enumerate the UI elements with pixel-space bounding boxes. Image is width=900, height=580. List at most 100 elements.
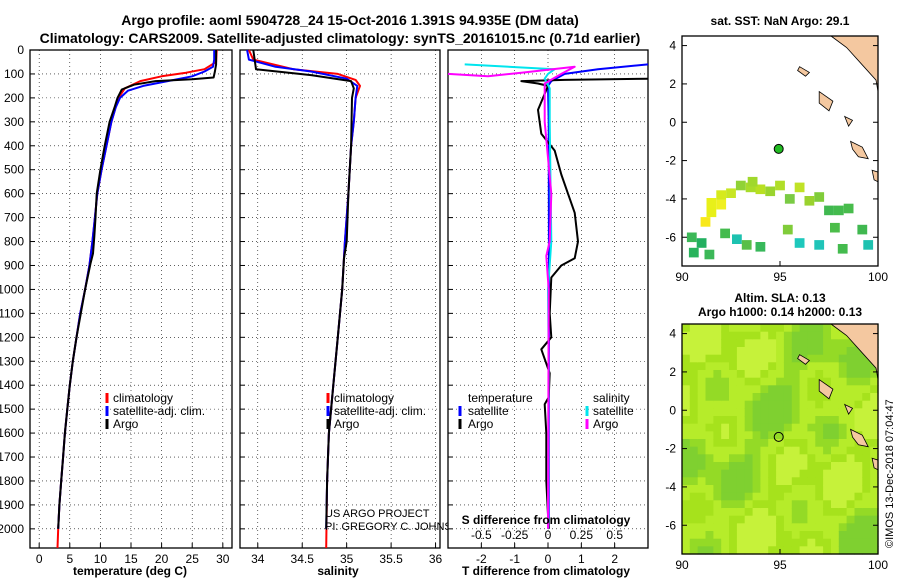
sla-cell: [776, 469, 785, 478]
sla-cell: [697, 546, 707, 555]
sla-cell: [721, 416, 730, 425]
sla-cell: [729, 538, 738, 547]
sla-cell: [768, 393, 777, 402]
sla-cell: [689, 492, 699, 501]
sla-cell: [689, 523, 699, 532]
sla-cell: [736, 462, 746, 471]
sla-cell: [705, 339, 714, 348]
sla-cell: [846, 462, 855, 471]
sla-cell: [783, 531, 793, 540]
sla-cell: [838, 362, 848, 371]
sla-cell: [744, 500, 754, 509]
sla-cell: [705, 454, 714, 463]
sla-cell: [768, 439, 777, 448]
sst-cell: [814, 240, 825, 250]
sla-cell: [760, 500, 769, 509]
sla-cell: [791, 500, 801, 509]
sst-cell: [720, 228, 730, 239]
sla-cell: [815, 393, 824, 402]
sla-cell: [870, 408, 879, 417]
plot-frame: [239, 49, 441, 549]
sla-cell: [791, 408, 801, 417]
sla-cell: [823, 462, 832, 471]
sla-cell: [713, 531, 722, 540]
sla-cell: [870, 454, 879, 463]
sla-cell: [729, 546, 738, 555]
y-tick-label: 600: [4, 187, 24, 201]
sla-cell: [823, 538, 832, 547]
sla-cell: [862, 400, 871, 409]
sla-cell: [783, 416, 793, 425]
sla-cell: [831, 446, 840, 455]
sla-cell: [807, 446, 816, 455]
sla-cell: [815, 485, 824, 494]
x-tick-label: 34: [251, 552, 265, 566]
sla-cell: [783, 462, 793, 471]
sla-cell: [752, 469, 761, 478]
sla-cell: [689, 515, 699, 524]
sla-cell: [799, 515, 808, 524]
sla-cell: [697, 408, 707, 417]
sla-cell: [768, 454, 777, 463]
sla-cell: [815, 362, 824, 371]
sla-cell: [838, 462, 848, 471]
sla-cell: [823, 400, 832, 409]
sst-cell: [704, 249, 715, 260]
sla-cell: [791, 446, 801, 455]
sla-cell: [870, 370, 879, 379]
sla-cell: [736, 508, 746, 517]
sla-cell: [854, 408, 863, 417]
sla-cell: [705, 324, 714, 333]
sst-cell: [732, 234, 742, 244]
sst-cell: [755, 184, 766, 195]
sla-cell: [744, 354, 754, 363]
sla-cell: [776, 523, 785, 532]
sla-cell: [791, 454, 801, 463]
sla-cell: [697, 508, 707, 517]
temperature-panel: 0 5 10 15 20 25 300100200300400500600700800900…: [0, 43, 233, 566]
sla-cell: [854, 416, 863, 425]
sla-cell: [823, 446, 832, 455]
sla-cell: [760, 347, 769, 356]
sla-cell: [807, 339, 816, 348]
sla-cell: [729, 531, 738, 540]
sla-cell: [862, 546, 871, 555]
sla-cell: [713, 454, 722, 463]
y-tick-label: 1900: [0, 498, 24, 512]
float-position-marker: [773, 431, 784, 442]
map-y-tick-label: -4: [665, 480, 676, 494]
sla-cell: [799, 439, 808, 448]
sla-cell: [838, 492, 848, 501]
sla-cell: [799, 385, 808, 394]
sla-cell: [831, 431, 840, 440]
sla-cell: [713, 362, 722, 371]
sla-cell: [744, 485, 754, 494]
sla-cell: [846, 485, 855, 494]
sla-cell: [846, 439, 855, 448]
sla-cell: [697, 454, 707, 463]
sla-cell: [729, 515, 738, 524]
sla-cell: [854, 515, 863, 524]
sla-cell: [831, 354, 840, 363]
sst-cell: [686, 232, 697, 243]
credit-project: US ARGO PROJECT: [325, 508, 430, 520]
sla-cell: [807, 370, 816, 379]
sla-cell: [854, 492, 863, 501]
sla-cell: [689, 538, 699, 547]
sla-cell: [831, 408, 840, 417]
sla-cell: [783, 508, 793, 517]
sla-cell: [713, 377, 722, 386]
sla-cell: [815, 508, 824, 517]
sla-cell: [815, 531, 824, 540]
sla-cell: [862, 370, 871, 379]
sla-cell: [760, 462, 769, 471]
sla-cell: [713, 462, 722, 471]
sla-cell: [783, 377, 793, 386]
y-tick-label: 1700: [0, 450, 24, 464]
sla-cell: [768, 362, 777, 371]
map-y-tick-label: 0: [669, 115, 676, 129]
map-y-tick-label: -6: [665, 230, 676, 244]
sla-cell: [705, 385, 714, 394]
sla-cell: [783, 446, 793, 455]
sla-cell: [823, 324, 832, 333]
